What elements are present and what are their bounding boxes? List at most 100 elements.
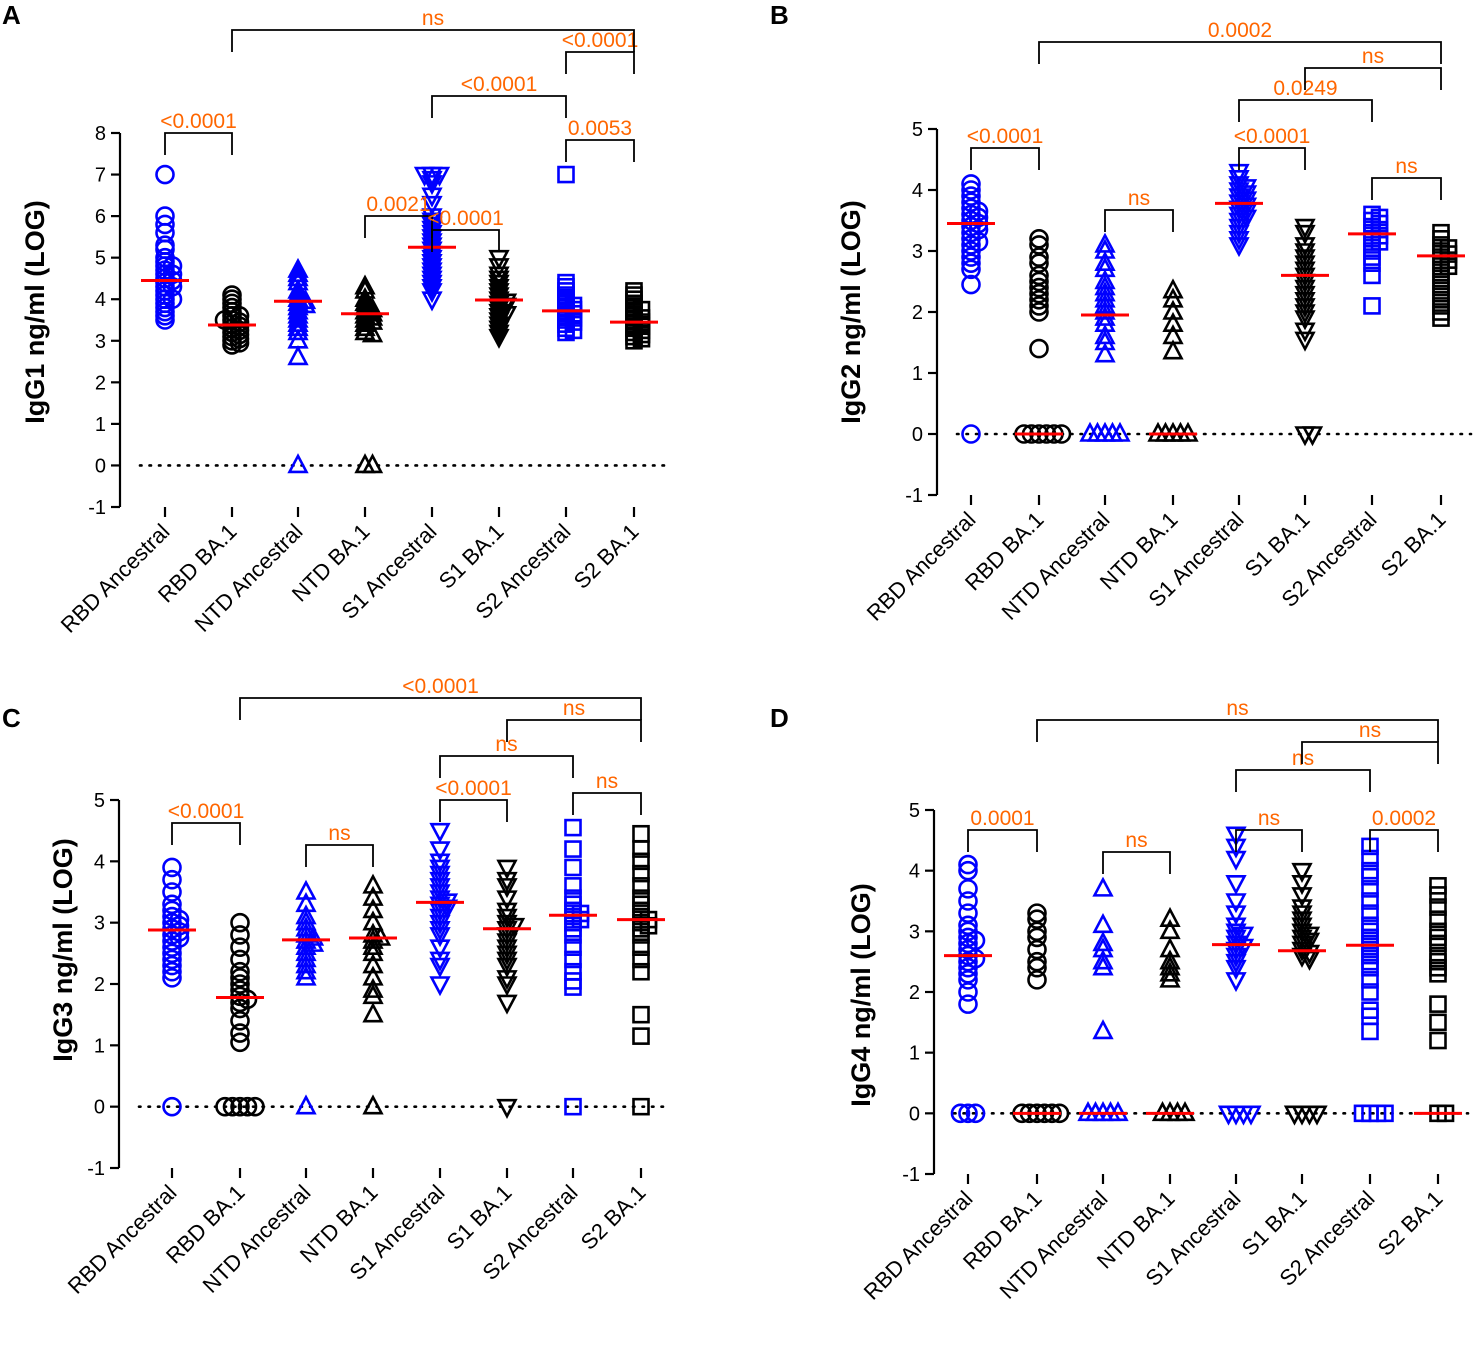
data-point (1294, 255, 1316, 276)
comparison-label: 0.0002 (1208, 19, 1272, 42)
data-point (1291, 905, 1313, 926)
data-point (230, 1032, 250, 1053)
data-point (1029, 338, 1049, 359)
data-point (302, 931, 325, 952)
data-point (1294, 298, 1316, 319)
data-point (1162, 311, 1184, 333)
data-point (169, 909, 190, 930)
data-point (1429, 910, 1447, 929)
data-point (1294, 291, 1316, 313)
data-point (1306, 1105, 1328, 1126)
data-point (1363, 266, 1381, 285)
data-point (155, 310, 175, 330)
data-point (1294, 331, 1316, 352)
data-point (958, 879, 978, 899)
comparison-label: ns (495, 733, 517, 756)
data-point (429, 939, 451, 960)
data-point (1283, 1105, 1306, 1126)
comparison-label: <0.0001 (1234, 125, 1311, 148)
data-point (162, 968, 182, 988)
panel-letter: D (770, 703, 789, 733)
data-point (230, 968, 250, 988)
comparison-bracket (231, 29, 635, 52)
comparison-label: <0.0001 (427, 207, 504, 230)
data-point (162, 943, 182, 964)
comparison-bracket (431, 95, 567, 118)
data-point (429, 853, 451, 874)
data-point (215, 1096, 235, 1117)
data-point (1291, 929, 1313, 950)
data-point (287, 345, 309, 366)
y-axis-label: IgG3 ng/ml (LOG) (48, 838, 78, 1062)
comparison-bracket (970, 147, 1040, 170)
comparison-label: <0.0001 (967, 125, 1044, 148)
data-point (1361, 971, 1379, 989)
data-point (294, 293, 317, 314)
data-point (632, 1097, 650, 1116)
y-tick-label: 4 (909, 861, 920, 883)
comparison-bracket (431, 229, 500, 252)
y-tick-label: -1 (87, 1158, 105, 1180)
data-point (162, 289, 183, 310)
data-point (1094, 342, 1116, 363)
data-point (362, 953, 384, 974)
data-point (965, 1103, 986, 1124)
data-point (421, 195, 443, 216)
comparison-bracket (1036, 719, 1439, 742)
data-point (429, 859, 451, 880)
comparison-label: ns (596, 770, 618, 793)
data-point (1159, 906, 1181, 928)
data-point (632, 824, 650, 843)
comparison-bracket (1371, 177, 1442, 200)
data-point (162, 949, 182, 970)
y-tick-label: 5 (95, 248, 106, 270)
x-tick-label: S2 BA.1 (569, 519, 644, 594)
y-tick-label: 5 (909, 800, 920, 822)
y-tick-label: 1 (909, 1043, 920, 1065)
data-point (1291, 899, 1313, 920)
y-tick-label: 4 (95, 289, 106, 311)
data-point (1094, 330, 1116, 351)
data-point (632, 325, 651, 344)
data-point (222, 1096, 243, 1117)
data-point (632, 864, 650, 883)
panel-letter: A (2, 0, 21, 30)
data-point (1294, 224, 1316, 245)
data-point (1429, 964, 1447, 983)
data-point (421, 170, 443, 191)
data-point (496, 939, 518, 960)
comparison-label: ns (1359, 719, 1381, 742)
data-point (496, 970, 518, 991)
data-point (632, 950, 650, 969)
data-point (1294, 261, 1316, 282)
data-point (429, 957, 451, 978)
data-point (496, 951, 518, 972)
data-point (1294, 218, 1316, 239)
data-point (429, 920, 451, 942)
comparison-bracket (1238, 147, 1306, 170)
data-point (421, 175, 443, 196)
data-point (287, 316, 309, 337)
y-axis-label: IgG1 ng/ml (LOG) (20, 200, 50, 424)
data-point (230, 1010, 250, 1031)
data-point (968, 232, 989, 252)
data-point (354, 316, 376, 337)
x-tick-label: S2 BA.1 (1373, 1186, 1448, 1261)
data-point (421, 291, 443, 312)
data-point (496, 878, 518, 899)
data-point (1225, 959, 1247, 981)
data-point (1429, 995, 1447, 1013)
data-point (1429, 898, 1447, 916)
data-point (564, 877, 582, 895)
comparison-bracket (439, 755, 574, 778)
data-point (1376, 1104, 1394, 1123)
data-point (1029, 265, 1049, 286)
y-tick-label: 0 (909, 1103, 920, 1125)
data-point (564, 926, 582, 944)
data-point (961, 259, 981, 280)
data-point (1029, 235, 1049, 255)
data-point (496, 890, 518, 911)
data-point (230, 1023, 250, 1043)
data-point (564, 858, 582, 877)
comparison-bracket (1301, 741, 1439, 764)
